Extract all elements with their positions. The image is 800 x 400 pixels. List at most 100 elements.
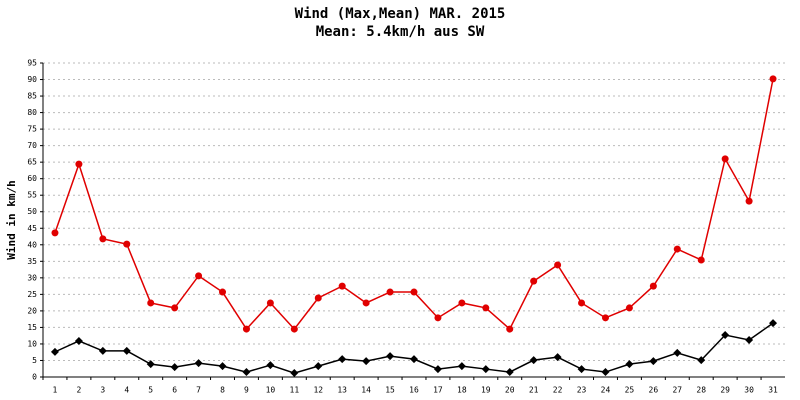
x-tick-label: 30: [744, 386, 754, 395]
marker: [529, 356, 538, 365]
marker: [74, 336, 83, 345]
x-tick-label: 18: [457, 386, 467, 395]
x-tick-label: 22: [553, 386, 563, 395]
marker: [362, 357, 371, 366]
marker: [673, 348, 682, 357]
y-tick-label: 10: [27, 339, 37, 348]
y-tick-label: 0: [32, 373, 37, 382]
marker: [51, 229, 59, 237]
y-tick-label: 70: [27, 141, 37, 150]
y-tick-label: 55: [27, 191, 37, 200]
y-tick-label: 90: [27, 75, 37, 84]
marker: [314, 362, 323, 371]
marker: [242, 325, 250, 333]
marker: [697, 256, 705, 264]
marker: [50, 347, 59, 356]
marker: [290, 325, 298, 333]
marker: [601, 314, 609, 322]
y-tick-label: 60: [27, 174, 37, 183]
marker: [122, 346, 131, 355]
series-line: [54, 322, 774, 374]
marker: [171, 304, 179, 312]
y-tick-label: 65: [27, 158, 37, 167]
marker: [601, 368, 610, 377]
marker: [242, 368, 251, 377]
marker: [625, 304, 633, 312]
marker: [649, 282, 657, 290]
marker: [554, 261, 562, 269]
x-tick-label: 12: [313, 386, 323, 395]
y-tick-label: 85: [27, 92, 37, 101]
marker: [194, 359, 203, 368]
marker: [433, 365, 442, 374]
marker: [338, 355, 347, 364]
x-tick-label: 5: [148, 386, 153, 395]
marker: [386, 352, 395, 361]
marker: [99, 235, 107, 243]
x-tick-label: 28: [696, 386, 706, 395]
marker: [147, 299, 155, 307]
x-tick-label: 31: [768, 386, 778, 395]
marker: [410, 355, 418, 364]
marker: [338, 282, 346, 290]
marker: [266, 299, 274, 307]
marker: [530, 277, 538, 285]
marker: [266, 361, 275, 370]
x-tick-label: 29: [720, 386, 730, 395]
x-tick-label: 2: [76, 386, 81, 395]
y-tick-label: 75: [27, 125, 37, 134]
x-tick-label: 6: [172, 386, 177, 395]
marker: [745, 197, 753, 205]
x-tick-label: 23: [577, 386, 587, 395]
y-tick-label: 20: [27, 306, 37, 315]
marker: [219, 288, 227, 296]
marker: [457, 362, 466, 371]
x-tick-label: 15: [385, 386, 395, 395]
chart-title: Wind (Max,Mean) MAR. 2015: [295, 6, 506, 22]
marker: [434, 314, 442, 322]
x-tick-label: 24: [601, 386, 611, 395]
marker: [769, 319, 778, 328]
y-tick-label: 30: [27, 273, 37, 282]
x-tick-label: 17: [433, 386, 443, 395]
marker: [649, 357, 658, 366]
marker: [458, 299, 466, 307]
marker: [146, 360, 155, 369]
marker: [75, 160, 83, 168]
marker: [673, 245, 681, 253]
marker: [577, 365, 586, 374]
y-tick-label: 45: [27, 224, 37, 233]
x-tick-label: 27: [672, 386, 682, 395]
y-tick-label: 5: [32, 356, 37, 365]
marker: [721, 155, 729, 163]
marker: [505, 368, 514, 377]
marker: [362, 299, 370, 307]
x-tick-label: 1: [53, 386, 58, 395]
marker: [195, 272, 203, 280]
y-tick-label: 25: [27, 290, 37, 299]
x-tick-label: 4: [124, 386, 129, 395]
marker: [506, 325, 514, 333]
marker: [386, 288, 394, 296]
marker: [218, 362, 227, 371]
x-tick-label: 16: [409, 386, 419, 395]
marker: [98, 346, 107, 355]
marker: [697, 356, 706, 365]
y-axis-label: Wind in km/h: [5, 180, 18, 259]
marker: [721, 331, 730, 340]
x-tick-label: 11: [290, 386, 300, 395]
marker: [769, 75, 777, 83]
marker: [314, 294, 322, 302]
x-tick-label: 3: [100, 386, 105, 395]
marker: [123, 240, 131, 248]
x-tick-label: 13: [337, 386, 347, 395]
x-tick-label: 8: [220, 386, 225, 395]
y-tick-label: 95: [27, 59, 37, 68]
x-tick-label: 21: [529, 386, 539, 395]
x-tick-label: 26: [649, 386, 659, 395]
marker: [170, 363, 179, 372]
marker: [625, 360, 634, 369]
marker: [578, 299, 586, 307]
